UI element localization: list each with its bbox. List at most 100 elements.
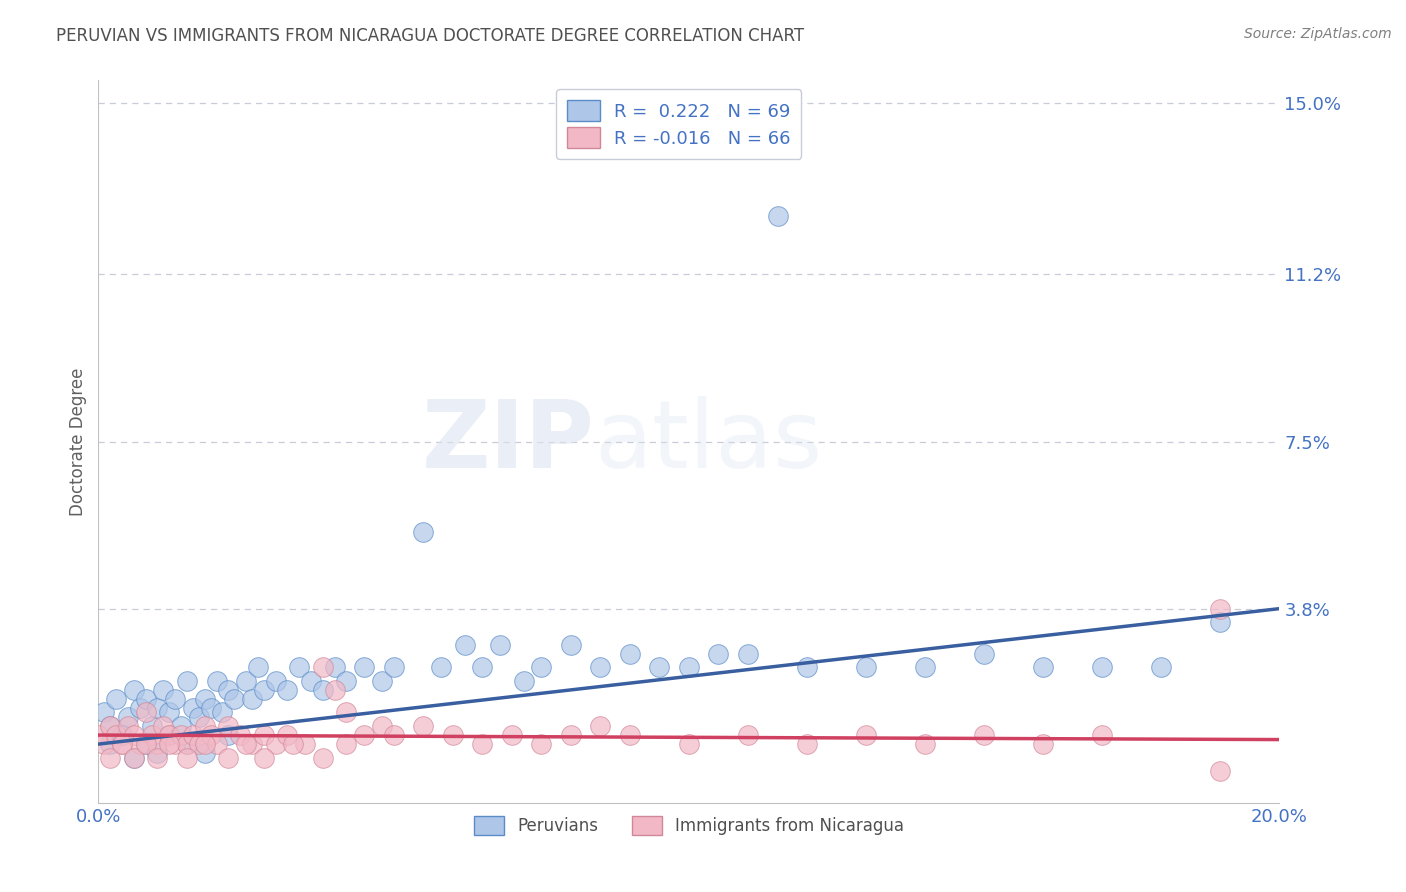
Point	[441, 728, 464, 742]
Point	[619, 728, 641, 742]
Point	[217, 750, 239, 764]
Point	[914, 660, 936, 674]
Point	[1032, 737, 1054, 751]
Point	[489, 638, 512, 652]
Point	[240, 737, 263, 751]
Point	[165, 692, 187, 706]
Point	[766, 209, 789, 223]
Text: PERUVIAN VS IMMIGRANTS FROM NICARAGUA DOCTORATE DEGREE CORRELATION CHART: PERUVIAN VS IMMIGRANTS FROM NICARAGUA DO…	[56, 27, 804, 45]
Point	[323, 660, 346, 674]
Point	[253, 682, 276, 697]
Point	[246, 660, 269, 674]
Point	[194, 746, 217, 760]
Point	[1150, 660, 1173, 674]
Point	[98, 737, 121, 751]
Point	[157, 737, 180, 751]
Point	[152, 682, 174, 697]
Point	[453, 638, 475, 652]
Point	[181, 728, 204, 742]
Point	[111, 728, 134, 742]
Point	[707, 647, 730, 661]
Point	[471, 660, 494, 674]
Point	[312, 750, 335, 764]
Point	[141, 719, 163, 733]
Point	[264, 737, 287, 751]
Point	[471, 737, 494, 751]
Point	[855, 728, 877, 742]
Point	[135, 692, 157, 706]
Point	[187, 710, 209, 724]
Point	[560, 728, 582, 742]
Point	[165, 737, 187, 751]
Point	[152, 719, 174, 733]
Point	[117, 719, 139, 733]
Point	[276, 728, 298, 742]
Point	[181, 701, 204, 715]
Point	[1091, 660, 1114, 674]
Text: ZIP: ZIP	[422, 395, 595, 488]
Point	[194, 692, 217, 706]
Point	[128, 701, 150, 715]
Point	[176, 737, 198, 751]
Point	[122, 728, 145, 742]
Point	[105, 728, 128, 742]
Point	[194, 719, 217, 733]
Point	[430, 660, 453, 674]
Point	[170, 728, 193, 742]
Point	[117, 710, 139, 724]
Point	[288, 660, 311, 674]
Legend: Peruvians, Immigrants from Nicaragua: Peruvians, Immigrants from Nicaragua	[464, 805, 914, 845]
Point	[111, 737, 134, 751]
Point	[176, 673, 198, 688]
Point	[678, 737, 700, 751]
Point	[157, 728, 180, 742]
Point	[146, 746, 169, 760]
Point	[371, 719, 394, 733]
Point	[200, 701, 222, 715]
Point	[170, 719, 193, 733]
Point	[217, 719, 239, 733]
Point	[1032, 660, 1054, 674]
Point	[111, 737, 134, 751]
Point	[187, 737, 209, 751]
Point	[1209, 615, 1232, 630]
Point	[217, 682, 239, 697]
Point	[353, 660, 375, 674]
Point	[211, 706, 233, 720]
Point	[371, 673, 394, 688]
Point	[335, 706, 357, 720]
Point	[98, 719, 121, 733]
Point	[737, 728, 759, 742]
Point	[176, 737, 198, 751]
Point	[122, 750, 145, 764]
Point	[560, 638, 582, 652]
Point	[299, 673, 322, 688]
Point	[87, 728, 110, 742]
Point	[855, 660, 877, 674]
Point	[224, 692, 246, 706]
Point	[619, 647, 641, 661]
Point	[353, 728, 375, 742]
Point	[648, 660, 671, 674]
Point	[253, 750, 276, 764]
Point	[217, 728, 239, 742]
Point	[796, 660, 818, 674]
Point	[205, 673, 228, 688]
Point	[200, 728, 222, 742]
Point	[122, 682, 145, 697]
Point	[382, 728, 405, 742]
Point	[678, 660, 700, 674]
Point	[141, 728, 163, 742]
Point	[98, 750, 121, 764]
Point	[512, 673, 534, 688]
Point	[135, 737, 157, 751]
Point	[176, 750, 198, 764]
Point	[973, 647, 995, 661]
Point	[264, 673, 287, 688]
Point	[146, 737, 169, 751]
Point	[335, 737, 357, 751]
Point	[146, 750, 169, 764]
Point	[501, 728, 523, 742]
Point	[235, 673, 257, 688]
Point	[973, 728, 995, 742]
